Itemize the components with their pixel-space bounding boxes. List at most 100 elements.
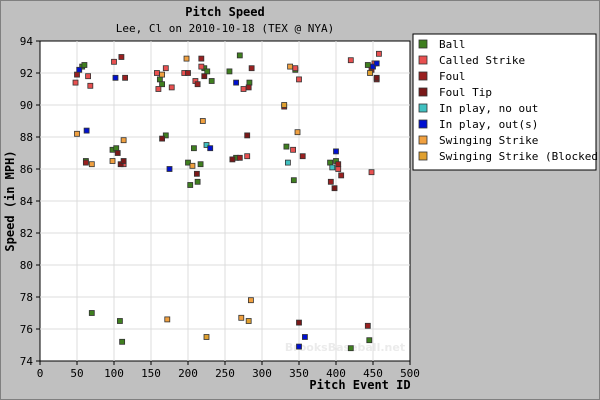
axes: 74 76 78 80 82 84 86 88 90 92 94 0 50 100 150 200 250 300… — [20, 35, 420, 380]
data-point — [290, 177, 297, 184]
data-point — [302, 334, 308, 340]
data-point — [233, 79, 240, 86]
data-point — [164, 316, 171, 323]
legend-swatch — [418, 71, 428, 81]
data-point — [347, 345, 354, 352]
data-point — [111, 58, 117, 65]
x-tick-label: 350 — [289, 367, 309, 380]
watermark: BrooksBaseball.net — [285, 341, 405, 354]
data-point — [162, 65, 169, 72]
legend-swatch — [418, 119, 428, 129]
data-point — [120, 137, 127, 144]
data-point — [335, 166, 342, 172]
data-point — [284, 159, 291, 166]
data-point — [240, 86, 247, 92]
data-point — [118, 54, 125, 60]
data-point — [185, 159, 191, 166]
data-point — [185, 70, 191, 76]
data-point — [194, 178, 201, 185]
data-point — [338, 172, 345, 179]
data-point — [204, 68, 211, 75]
data-point — [246, 79, 253, 86]
data-point — [191, 145, 197, 152]
data-point — [119, 338, 126, 345]
data-point — [331, 185, 338, 192]
legend-entry: Foul Tip — [439, 86, 492, 99]
legend-entry: In play, no out — [439, 102, 538, 115]
data-point — [245, 318, 252, 324]
y-tick-label: 82 — [20, 227, 33, 240]
data-point — [166, 166, 173, 172]
data-point — [373, 60, 380, 67]
legend-entry: Called Strike — [439, 54, 525, 67]
legend-swatch — [418, 151, 428, 161]
data-point — [162, 132, 169, 139]
data-point — [88, 310, 95, 316]
data-point — [114, 150, 121, 156]
x-tick-label: 150 — [141, 367, 161, 380]
data-point — [159, 71, 166, 78]
data-point — [159, 81, 166, 88]
data-point — [72, 79, 79, 86]
data-point — [335, 161, 342, 168]
data-point — [294, 129, 301, 136]
data-point — [327, 178, 334, 185]
data-point — [364, 62, 371, 68]
data-point — [187, 182, 194, 188]
y-tick-label: 74 — [20, 355, 34, 368]
data-point — [117, 318, 123, 324]
data-point — [197, 161, 204, 168]
data-point — [245, 84, 252, 91]
data-point — [113, 145, 120, 152]
x-tick-label: 200 — [178, 367, 198, 380]
data-point — [236, 154, 243, 161]
data-point — [366, 337, 373, 344]
legend-swatch — [418, 135, 428, 145]
chart-subtitle: Lee, Cl on 2010-10-18 (TEX @ NYA) — [116, 22, 335, 35]
x-tick-label: 100 — [104, 367, 124, 380]
data-point — [82, 159, 89, 166]
x-tick-label: 400 — [326, 367, 346, 380]
legend-entry: Ball — [439, 38, 466, 51]
data-point — [193, 170, 200, 177]
y-tick-label: 92 — [20, 67, 33, 80]
data-point — [296, 76, 302, 83]
legend-swatch — [418, 87, 428, 97]
data-point — [226, 68, 233, 75]
data-point — [159, 135, 166, 142]
data-point — [81, 62, 88, 68]
data-point — [296, 319, 302, 326]
data-point — [201, 73, 208, 80]
x-tick-label: 450 — [363, 367, 383, 380]
data-point — [117, 161, 124, 168]
legend-swatch — [418, 55, 428, 65]
data-point — [122, 74, 128, 81]
data-point — [85, 73, 91, 80]
x-tick-label: 50 — [70, 367, 83, 380]
legend: Ball Called Strike Foul Foul Tip In play, no… — [412, 33, 600, 171]
data-point — [154, 70, 160, 76]
legend-entry: In play, out(s) — [439, 118, 538, 131]
data-point — [155, 86, 162, 92]
data-point — [296, 343, 302, 350]
data-point — [183, 55, 190, 62]
y-tick-label: 86 — [20, 163, 33, 176]
data-point — [74, 130, 80, 137]
data-point — [370, 63, 376, 70]
legend-entry: Swinging Strike (Blocked) — [439, 150, 600, 163]
x-tick-label: 250 — [215, 367, 235, 380]
data-point — [248, 65, 255, 72]
data-point — [299, 153, 306, 160]
data-point — [373, 74, 380, 81]
data-point — [287, 63, 294, 70]
legend-entry: Foul — [439, 70, 466, 83]
data-point — [238, 314, 245, 321]
legend-entry: Swinging Strike — [439, 134, 538, 147]
data-point — [198, 63, 205, 70]
x-tick-label: 0 — [37, 367, 44, 380]
data-point — [244, 153, 251, 160]
data-point — [168, 84, 175, 91]
data-point — [198, 55, 205, 62]
data-point — [347, 57, 354, 64]
